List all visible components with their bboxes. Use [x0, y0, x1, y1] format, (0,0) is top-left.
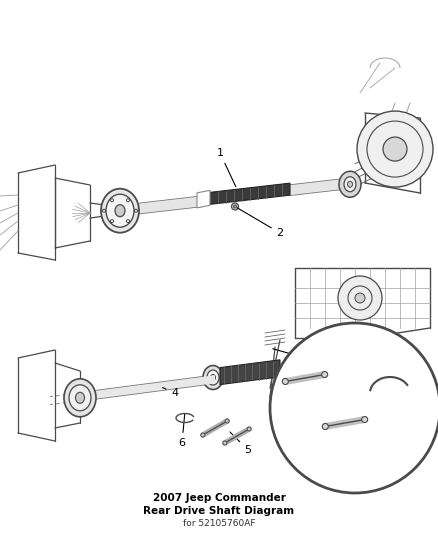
Ellipse shape: [322, 424, 328, 430]
Polygon shape: [197, 190, 210, 208]
Polygon shape: [220, 360, 280, 385]
Ellipse shape: [283, 378, 288, 384]
Text: for 52105760AF: for 52105760AF: [183, 519, 255, 528]
Ellipse shape: [69, 385, 91, 411]
Ellipse shape: [225, 419, 229, 423]
Circle shape: [383, 137, 407, 161]
Circle shape: [270, 323, 438, 493]
Ellipse shape: [232, 203, 239, 210]
Circle shape: [357, 111, 433, 187]
Ellipse shape: [362, 416, 367, 423]
Text: 2: 2: [237, 208, 283, 238]
Ellipse shape: [233, 205, 237, 208]
Ellipse shape: [247, 427, 251, 431]
Ellipse shape: [75, 392, 85, 403]
Ellipse shape: [115, 205, 125, 217]
Text: Rear Drive Shaft Diagram: Rear Drive Shaft Diagram: [143, 506, 295, 516]
Polygon shape: [290, 179, 345, 195]
Circle shape: [355, 293, 365, 303]
Ellipse shape: [321, 372, 328, 377]
Text: 3: 3: [273, 349, 327, 368]
Polygon shape: [140, 196, 205, 213]
Ellipse shape: [64, 379, 96, 417]
Ellipse shape: [347, 181, 353, 187]
Text: 1: 1: [216, 148, 236, 187]
Text: 5: 5: [230, 432, 251, 455]
Ellipse shape: [201, 433, 205, 437]
Circle shape: [338, 276, 382, 320]
Ellipse shape: [211, 375, 215, 381]
Text: 6: 6: [179, 414, 186, 448]
Ellipse shape: [106, 194, 134, 227]
Ellipse shape: [207, 370, 219, 385]
Text: 2007 Jeep Commander: 2007 Jeep Commander: [152, 493, 286, 503]
Text: 4: 4: [162, 387, 179, 398]
Polygon shape: [95, 375, 215, 399]
Ellipse shape: [203, 366, 223, 390]
Ellipse shape: [344, 177, 356, 192]
Ellipse shape: [101, 189, 139, 233]
Ellipse shape: [223, 441, 227, 445]
Polygon shape: [205, 183, 290, 205]
Ellipse shape: [339, 171, 361, 197]
